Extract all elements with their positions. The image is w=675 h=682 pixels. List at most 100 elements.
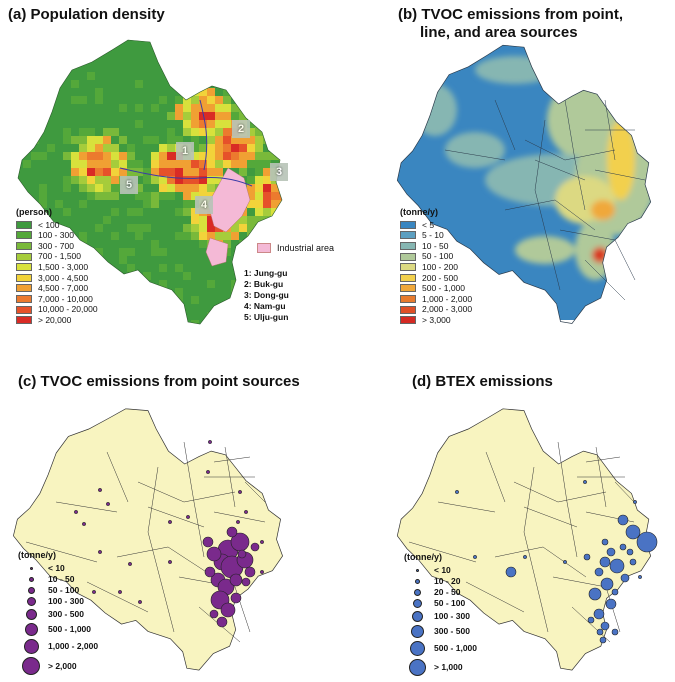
district-marker-2: 2 — [232, 120, 250, 138]
btex-legend-item: < 10 — [404, 565, 477, 576]
tvoc-all-legend-item: 100 - 200 — [400, 262, 472, 273]
population-legend-item: 700 - 1,500 — [16, 251, 98, 262]
tvoc-all-legend-label: 5 - 10 — [422, 230, 444, 241]
btex-legend-label: 10 - 20 — [434, 575, 461, 586]
population-legend-item: 4,500 - 7,000 — [16, 283, 98, 294]
population-density-map — [17, 39, 283, 325]
district-2: 2: Buk-gu — [244, 279, 284, 289]
tvoc-all-legend-swatch — [400, 284, 416, 293]
district-marker-3: 3 — [270, 163, 288, 181]
tvoc-point-legend-item: 1,000 - 2,000 — [18, 638, 98, 656]
panel-b-title-line2: line, and area sources — [420, 24, 578, 41]
tvoc-point-legend: (tonne/y) < 10 10 - 50 50 - 100 100 - 300 30… — [18, 550, 98, 677]
btex-legend: (tonne/y) < 10 10 - 20 20 - 50 50 - 100 100 … — [404, 552, 477, 678]
tvoc-point-legend-label: 1,000 - 2,000 — [48, 641, 99, 652]
population-legend-label: 4,500 - 7,000 — [38, 283, 89, 294]
population-legend-swatch — [16, 295, 32, 304]
tvoc-all-legend-swatch — [400, 231, 416, 240]
population-legend-label: 7,000 - 10,000 — [38, 293, 93, 304]
population-legend-item: 3,000 - 4,500 — [16, 273, 98, 284]
tvoc-all-legend-label: 100 - 200 — [422, 261, 458, 272]
tvoc-all-legend-item: 500 - 1,000 — [400, 283, 472, 294]
tvoc-all-legend-swatch — [400, 305, 416, 314]
population-legend-swatch — [16, 231, 32, 240]
district-1: 1: Jung-gu — [244, 268, 288, 278]
tvoc-point-legend-item: < 10 — [18, 563, 98, 574]
population-legend-label: > 20,000 — [38, 314, 72, 325]
panel-a-title: (a) Population density — [8, 6, 165, 23]
btex-legend-symbol — [410, 625, 424, 639]
btex-legend-item: 20 - 50 — [404, 587, 477, 598]
tvoc-all-legend-swatch — [400, 242, 416, 251]
tvoc-point-legend-label: 500 - 1,000 — [48, 624, 92, 635]
industrial-area-swatch — [257, 243, 271, 253]
tvoc-point-legend-item: 10 - 50 — [18, 574, 98, 585]
tvoc-all-legend-title: (tonne/y) — [400, 207, 438, 217]
tvoc-all-legend-label: 10 - 50 — [422, 240, 449, 251]
tvoc-point-legend-symbol — [25, 609, 37, 621]
population-legend-swatch — [16, 242, 32, 251]
tvoc-point-legend-symbol — [29, 566, 33, 570]
population-legend-title: (person) — [16, 207, 52, 217]
district-4: 4: Nam-gu — [244, 301, 286, 311]
btex-legend-item: 300 - 500 — [404, 624, 477, 640]
population-legend-label: 700 - 1,500 — [38, 251, 82, 262]
btex-legend-item: 100 - 300 — [404, 610, 477, 624]
population-legend-item: > 20,000 — [16, 315, 98, 326]
district-3: 3: Dong-gu — [244, 290, 289, 300]
tvoc-point-legend-item: 100 - 300 — [18, 596, 98, 608]
population-legend-item: 100 - 300 — [16, 230, 98, 241]
tvoc-point-legend-label: 300 - 500 — [48, 609, 84, 620]
population-legend-swatch — [16, 220, 32, 229]
tvoc-point-legend-item: 300 - 500 — [18, 608, 98, 622]
industrial-area-legend: Industrial area — [257, 243, 334, 253]
tvoc-all-legend-label: 2,000 - 3,000 — [422, 304, 473, 315]
btex-legend-label: 300 - 500 — [434, 626, 470, 637]
btex-legend-label: < 10 — [434, 564, 451, 575]
btex-legend-label: > 1,000 — [434, 662, 463, 673]
tvoc-point-legend-item: > 2,000 — [18, 656, 98, 677]
population-legend: (person) < 100 100 - 300 300 - 700 700 - 1,… — [16, 207, 98, 326]
tvoc-all-legend-item: 10 - 50 — [400, 241, 472, 252]
tvoc-point-legend-item: 500 - 1,000 — [18, 622, 98, 638]
tvoc-all-legend-label: 50 - 100 — [422, 251, 454, 262]
tvoc-point-sources-map — [13, 408, 283, 671]
btex-legend-label: 50 - 100 — [434, 598, 466, 609]
population-legend-swatch — [16, 284, 32, 293]
tvoc-point-legend-label: 100 - 300 — [48, 596, 84, 607]
tvoc-point-legend-symbol — [22, 657, 40, 676]
tvoc-all-legend-item: 1,000 - 2,000 — [400, 294, 472, 305]
btex-legend-symbol — [409, 641, 425, 657]
panel-b-title-line1: (b) TVOC emissions from point, — [398, 6, 624, 23]
btex-legend-item: 10 - 20 — [404, 576, 477, 587]
population-legend-label: < 100 — [38, 219, 60, 230]
population-legend-item: < 100 — [16, 220, 98, 231]
tvoc-point-legend-label: > 2,000 — [48, 660, 77, 671]
btex-legend-symbol — [415, 568, 419, 572]
tvoc-all-legend-swatch — [400, 295, 416, 304]
btex-emissions-map — [396, 408, 658, 671]
tvoc-all-legend-label: > 3,000 — [422, 314, 451, 325]
btex-legend-item: 500 - 1,000 — [404, 640, 477, 658]
btex-legend-symbol — [412, 599, 422, 609]
population-legend-item: 10,000 - 20,000 — [16, 304, 98, 315]
population-legend-swatch — [16, 316, 32, 325]
panel-b-title: (b) TVOC emissions from point, line, and… — [398, 6, 623, 42]
tvoc-all-sources-map — [396, 44, 652, 324]
population-legend-swatch — [16, 273, 32, 282]
btex-legend-symbol — [411, 611, 423, 623]
tvoc-point-legend-item: 50 - 100 — [18, 585, 98, 596]
btex-legend-item: 50 - 100 — [404, 598, 477, 610]
tvoc-point-legend-symbol — [23, 639, 39, 655]
btex-legend-label: 500 - 1,000 — [434, 643, 478, 654]
district-marker-1: 1 — [176, 142, 194, 160]
industrial-area-label: Industrial area — [277, 243, 335, 253]
tvoc-point-legend-label: < 10 — [48, 562, 65, 573]
population-legend-item: 300 - 700 — [16, 241, 98, 252]
tvoc-all-legend-item: 200 - 500 — [400, 273, 472, 284]
tvoc-point-legend-symbol — [27, 586, 35, 594]
panel-c-title: (c) TVOC emissions from point sources — [18, 373, 300, 390]
tvoc-point-legend-title: (tonne/y) — [18, 550, 56, 560]
population-legend-swatch — [16, 252, 32, 261]
